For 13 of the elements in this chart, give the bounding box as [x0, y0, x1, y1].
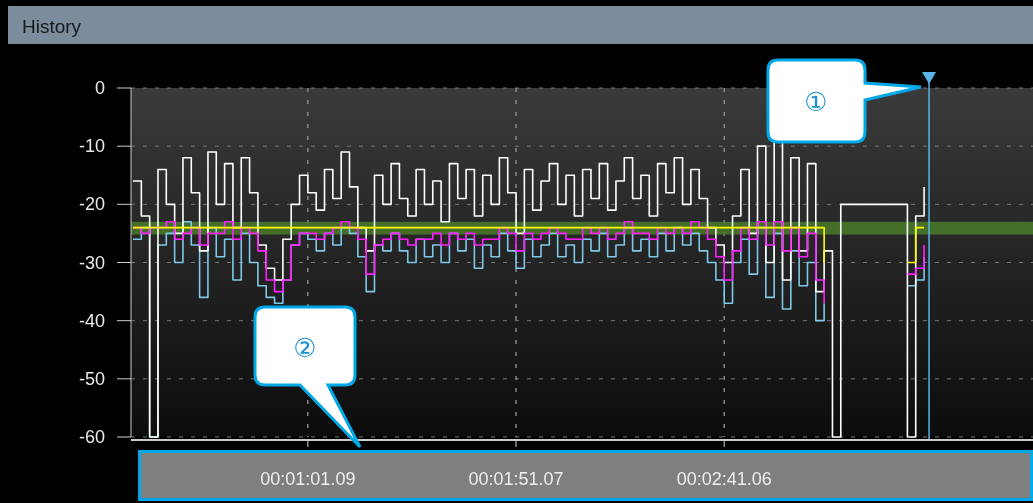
annotation: ② — [293, 333, 317, 363]
y-tick-label: -50 — [78, 368, 105, 389]
x-tick-label: 00:02:41.06 — [676, 469, 772, 489]
annotation: ① — [804, 87, 828, 117]
x-tick-label: 00:01:01.09 — [260, 469, 356, 489]
chart-title: History — [22, 16, 82, 37]
y-tick-label: -30 — [78, 252, 105, 273]
x-tick-label: 00:01:51.07 — [468, 469, 564, 489]
y-tick-label: -20 — [78, 194, 105, 215]
y-tick-label: -60 — [78, 427, 105, 447]
y-tick-label: -40 — [78, 310, 105, 331]
y-tick-label: 0 — [94, 78, 105, 98]
y-tick-label: -10 — [78, 136, 105, 157]
